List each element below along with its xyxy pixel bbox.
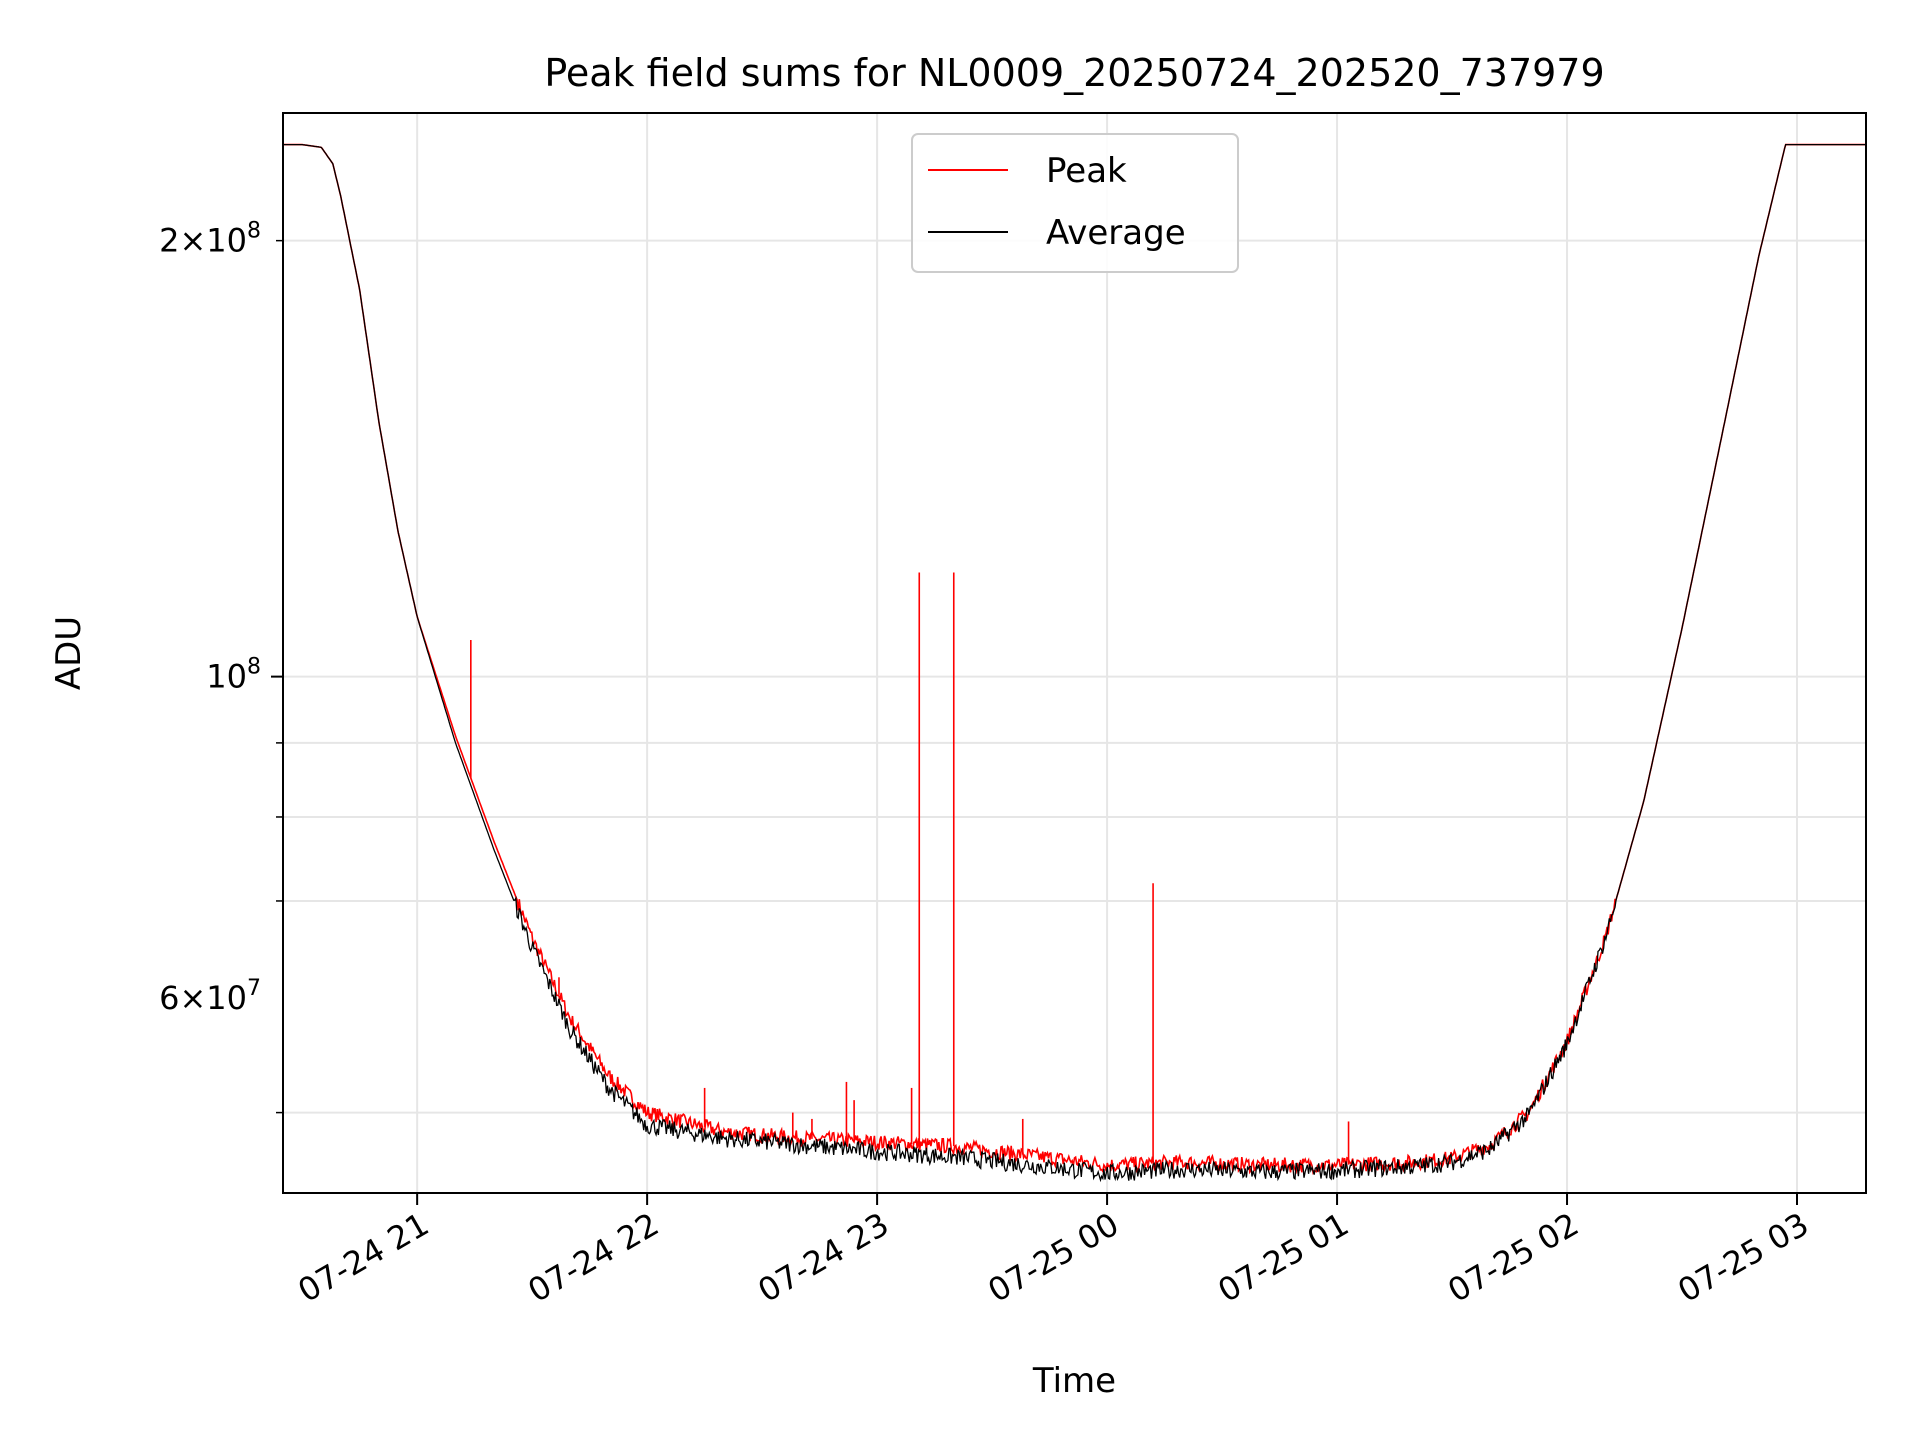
- y-tick-label: 6×107: [159, 976, 261, 1017]
- chart-title: Peak field sums for NL0009_20250724_2025…: [544, 51, 1604, 95]
- legend-label-peak: Peak: [1046, 151, 1127, 191]
- legend-box: [911, 133, 1239, 273]
- series-line-average: [283, 143, 1866, 1183]
- y-axis-label: ADU: [49, 616, 89, 690]
- series-layer: [283, 143, 1866, 1183]
- legend-label-average: Average: [1046, 213, 1186, 253]
- grid: [283, 113, 1866, 1193]
- y-tick-label: 108: [206, 655, 261, 696]
- legend: Peak Average: [911, 133, 1239, 273]
- x-axis-label: Time: [1032, 1361, 1116, 1401]
- plot-frame: [282, 112, 1867, 1194]
- y-tick-label: 2×108: [159, 219, 261, 260]
